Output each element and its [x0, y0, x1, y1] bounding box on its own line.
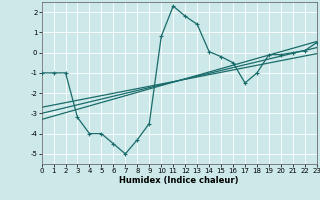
- X-axis label: Humidex (Indice chaleur): Humidex (Indice chaleur): [119, 176, 239, 185]
